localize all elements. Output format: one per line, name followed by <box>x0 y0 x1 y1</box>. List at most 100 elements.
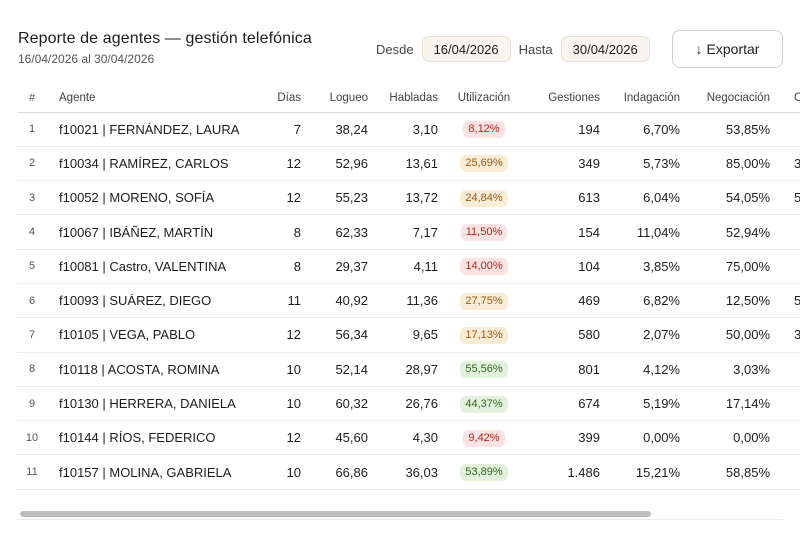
cum-value <box>774 386 800 422</box>
col-header-negotiation[interactable]: Negociación <box>684 84 774 113</box>
utilization-badge: 44,37% <box>460 395 508 413</box>
talked-hours: 7,17 <box>372 214 444 250</box>
cum-value <box>774 352 800 387</box>
table-row[interactable]: 2 f10034 | RAMÍREZ, CARLOS 12 52,96 13,61 25,… <box>17 146 800 182</box>
table-row[interactable]: 3 f10052 | MORENO, SOFÍA 12 55,23 13,72 24,84… <box>17 180 800 216</box>
col-header-cum[interactable]: Cum <box>774 84 800 113</box>
col-header-utilization[interactable]: Utilización <box>444 84 524 113</box>
talked-hours: 36,03 <box>372 454 444 490</box>
inquiry-rate: 6,04% <box>604 180 684 216</box>
negotiation-rate: 75,00% <box>684 249 774 284</box>
managements-count: 349 <box>524 146 604 182</box>
days-value: 8 <box>247 249 307 284</box>
login-hours: 56,34 <box>307 317 372 353</box>
login-hours: 66,86 <box>307 454 372 490</box>
inquiry-rate: 15,21% <box>604 454 684 490</box>
utilization-badge: 14,00% <box>460 258 508 276</box>
utilization-badge: 53,89% <box>460 464 508 482</box>
table-row[interactable]: 6 f10093 | SUÁREZ, DIEGO 11 40,92 11,36 27,75… <box>17 283 800 319</box>
to-date-field[interactable]: 30/04/2026 <box>560 36 650 62</box>
col-header-number: # <box>17 84 47 113</box>
row-number: 4 <box>17 214 47 250</box>
table-row[interactable]: 8 f10118 | ACOSTA, ROMINA 10 52,14 28,97 55,5… <box>17 352 800 387</box>
managements-count: 674 <box>524 386 604 422</box>
table-row[interactable]: 10 f10144 | RÍOS, FEDERICO 12 45,60 4,30 9,42… <box>17 420 800 456</box>
scrollbar-thumb[interactable] <box>20 511 651 517</box>
utilization-cell: 17,13% <box>444 317 524 353</box>
report-date-range: 16/04/2026 al 30/04/2026 <box>18 52 155 66</box>
cum-value: 3 <box>774 317 800 353</box>
table-row[interactable]: 5 f10081 | Castro, VALENTINA 8 29,37 4,11 14,… <box>17 249 800 284</box>
utilization-cell: 53,89% <box>444 454 524 490</box>
login-hours: 62,33 <box>307 214 372 250</box>
table-row[interactable]: 1 f10021 | FERNÁNDEZ, LAURA 7 38,24 3,10 8,12… <box>17 112 800 147</box>
row-number: 1 <box>17 112 47 147</box>
col-header-talked[interactable]: Habladas <box>372 84 444 113</box>
cum-value <box>774 112 800 147</box>
days-value: 8 <box>247 214 307 250</box>
table-row[interactable]: 4 f10067 | IBÁÑEZ, MARTÍN 8 62,33 7,17 11,50%… <box>17 214 800 250</box>
managements-count: 399 <box>524 420 604 456</box>
table-row[interactable]: 11 f10157 | MOLINA, GABRIELA 10 66,86 36,03 5… <box>17 454 800 490</box>
row-number: 8 <box>17 352 47 387</box>
col-header-agent[interactable]: Agente <box>47 84 247 113</box>
row-number: 9 <box>17 386 47 422</box>
agents-table: # Agente Días Logueo Habladas Utilizació… <box>17 84 800 490</box>
negotiation-rate: 17,14% <box>684 386 774 422</box>
talked-hours: 13,72 <box>372 180 444 216</box>
from-date-field[interactable]: 16/04/2026 <box>421 36 511 62</box>
to-label: Hasta <box>518 41 553 57</box>
agent-name: f10144 | RÍOS, FEDERICO <box>47 420 247 456</box>
days-value: 10 <box>247 352 307 387</box>
col-header-managements[interactable]: Gestiones <box>524 84 604 113</box>
inquiry-rate: 6,70% <box>604 112 684 147</box>
table-row[interactable]: 7 f10105 | VEGA, PABLO 12 56,34 9,65 17,13% 58… <box>17 317 800 353</box>
export-button[interactable]: ↓ Exportar <box>672 30 783 68</box>
utilization-cell: 8,12% <box>444 112 524 147</box>
table-row[interactable]: 9 f10130 | HERRERA, DANIELA 10 60,32 26,76 44… <box>17 386 800 422</box>
negotiation-rate: 53,85% <box>684 112 774 147</box>
inquiry-rate: 2,07% <box>604 317 684 353</box>
utilization-cell: 14,00% <box>444 249 524 284</box>
negotiation-rate: 0,00% <box>684 420 774 456</box>
utilization-badge: 11,50% <box>460 224 508 242</box>
login-hours: 38,24 <box>307 112 372 147</box>
inquiry-rate: 5,19% <box>604 386 684 422</box>
days-value: 12 <box>247 420 307 456</box>
inquiry-rate: 3,85% <box>604 249 684 284</box>
cum-value: 5 <box>774 180 800 216</box>
cum-value: 3 <box>774 146 800 182</box>
login-hours: 29,37 <box>307 249 372 284</box>
utilization-badge: 8,12% <box>463 121 505 139</box>
col-header-login[interactable]: Logueo <box>307 84 372 113</box>
managements-count: 469 <box>524 283 604 319</box>
managements-count: 1.486 <box>524 454 604 490</box>
login-hours: 60,32 <box>307 386 372 422</box>
days-value: 12 <box>247 317 307 353</box>
agent-name: f10052 | MORENO, SOFÍA <box>47 180 247 216</box>
row-number: 5 <box>17 249 47 284</box>
col-header-days[interactable]: Días <box>247 84 307 113</box>
row-number: 10 <box>17 420 47 456</box>
login-hours: 55,23 <box>307 180 372 216</box>
login-hours: 45,60 <box>307 420 372 456</box>
agent-name: f10081 | Castro, VALENTINA <box>47 249 247 284</box>
row-number: 2 <box>17 146 47 182</box>
export-button-label: Exportar <box>706 41 760 57</box>
row-number: 11 <box>17 454 47 490</box>
talked-hours: 28,97 <box>372 352 444 387</box>
managements-count: 194 <box>524 112 604 147</box>
days-value: 10 <box>247 454 307 490</box>
talked-hours: 13,61 <box>372 146 444 182</box>
utilization-cell: 55,56% <box>444 352 524 387</box>
horizontal-scrollbar[interactable] <box>17 508 783 520</box>
report-header: Reporte de agentes — gestión telefónica … <box>18 30 312 66</box>
utilization-badge: 55,56% <box>460 361 508 379</box>
cum-value <box>774 454 800 490</box>
inquiry-rate: 11,04% <box>604 214 684 250</box>
col-header-inquiry[interactable]: Indagación <box>604 84 684 113</box>
date-filters: Desde 16/04/2026 Hasta 30/04/2026 <box>376 30 650 68</box>
days-value: 7 <box>247 112 307 147</box>
inquiry-rate: 5,73% <box>604 146 684 182</box>
talked-hours: 26,76 <box>372 386 444 422</box>
